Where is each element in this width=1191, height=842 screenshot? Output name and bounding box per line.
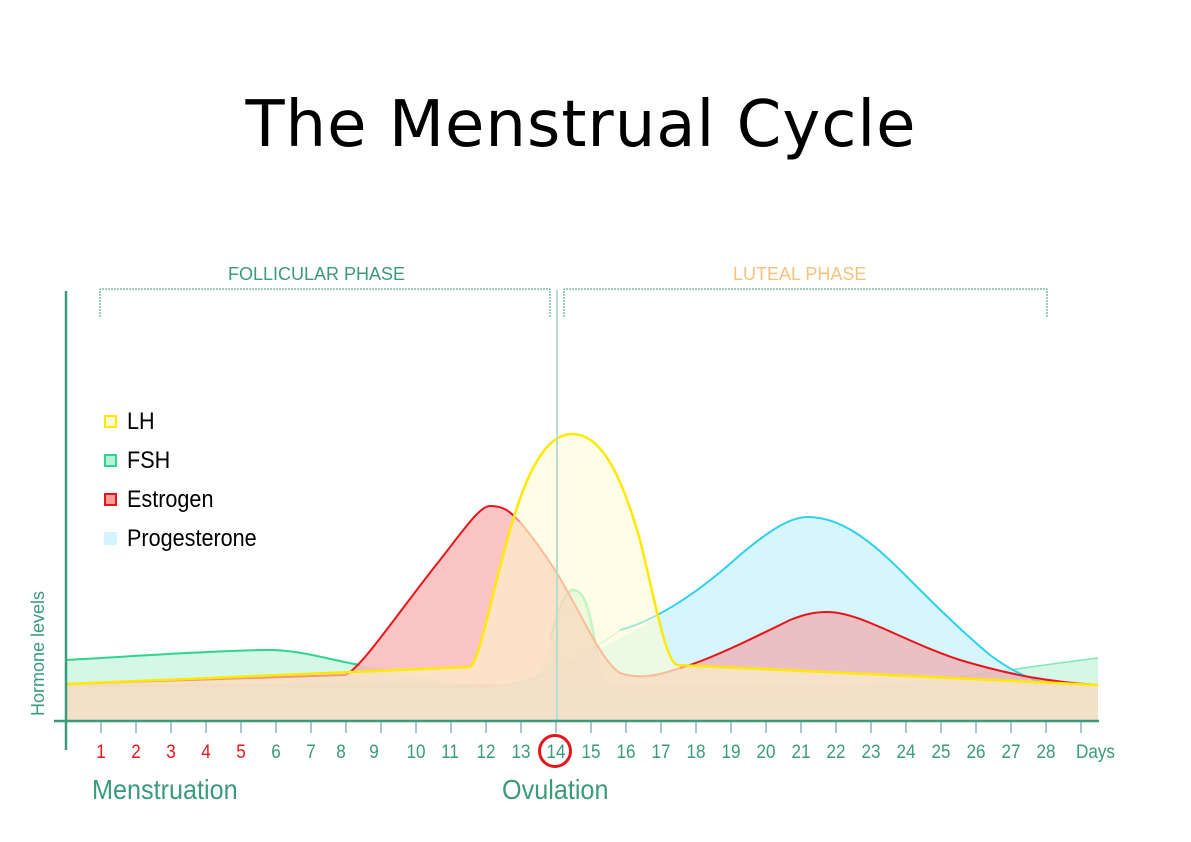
estrogen-swatch-icon bbox=[104, 493, 117, 506]
legend-label: Progesterone bbox=[127, 524, 257, 552]
day-label: 26 bbox=[966, 742, 986, 763]
legend-label: FSH bbox=[127, 446, 171, 474]
ovulation-day-circle-icon bbox=[538, 734, 572, 768]
luteal-phase-label: LUTEAL PHASE bbox=[733, 264, 867, 284]
day-label: 17 bbox=[651, 742, 671, 763]
day-label: 12 bbox=[476, 742, 496, 763]
legend-label: Estrogen bbox=[127, 485, 214, 513]
day-label: 19 bbox=[721, 742, 741, 763]
legend-item-lh: LH bbox=[104, 402, 271, 441]
legend-item-estrogen: Estrogen bbox=[104, 480, 271, 519]
day-label: 2 bbox=[131, 742, 141, 763]
day-label: 11 bbox=[441, 742, 459, 763]
luteal-bracket bbox=[563, 288, 1048, 317]
lh-area bbox=[67, 434, 1098, 720]
day-label: 18 bbox=[686, 742, 706, 763]
menstruation-label: Menstruation bbox=[92, 774, 238, 805]
day-label: 21 bbox=[791, 742, 811, 763]
day-label: 23 bbox=[861, 742, 881, 763]
lh-swatch-icon bbox=[104, 415, 117, 428]
legend-item-fsh: FSH bbox=[104, 441, 271, 480]
legend-label: LH bbox=[127, 407, 155, 435]
estrogen-line bbox=[66, 504, 521, 685]
progesterone-line bbox=[619, 515, 1051, 685]
legend: LH FSH Estrogen Progesterone bbox=[104, 402, 271, 558]
day-label: 24 bbox=[896, 742, 916, 763]
estrogen-area bbox=[67, 506, 1098, 720]
fsh-line bbox=[66, 648, 361, 666]
lh-line bbox=[66, 432, 1099, 687]
y-axis-label: Hormone levels bbox=[28, 590, 48, 716]
day-label: 15 bbox=[581, 742, 601, 763]
day-label: 9 bbox=[369, 742, 379, 763]
fsh-swatch-icon bbox=[104, 454, 117, 467]
day-label: 28 bbox=[1036, 742, 1056, 763]
estrogen-luteal-line bbox=[679, 610, 1099, 686]
day-label: 1 bbox=[96, 742, 106, 763]
day-label: 5 bbox=[236, 742, 246, 763]
day-label: 16 bbox=[616, 742, 636, 763]
ovulation-label: Ovulation bbox=[502, 774, 609, 805]
day-label: 22 bbox=[826, 742, 846, 763]
x-axis-unit-label: Days bbox=[1076, 742, 1115, 763]
day-label: 20 bbox=[756, 742, 776, 763]
day-label: 7 bbox=[306, 742, 316, 763]
x-axis-ticks bbox=[100, 722, 1082, 733]
follicular-phase-label: FOLLICULAR PHASE bbox=[228, 264, 406, 284]
legend-item-progesterone: Progesterone bbox=[104, 519, 271, 558]
day-label: 13 bbox=[511, 742, 531, 763]
day-label: 3 bbox=[166, 742, 176, 763]
progesterone-swatch-icon bbox=[104, 532, 117, 545]
day-label: 10 bbox=[406, 742, 426, 763]
follicular-bracket bbox=[99, 288, 551, 317]
day-label: 6 bbox=[271, 742, 281, 763]
day-label: 4 bbox=[201, 742, 211, 763]
day-label: 27 bbox=[1001, 742, 1021, 763]
day-label: 8 bbox=[336, 742, 346, 763]
chart-title: The Menstrual Cycle bbox=[245, 88, 917, 162]
day-label: 25 bbox=[931, 742, 951, 763]
